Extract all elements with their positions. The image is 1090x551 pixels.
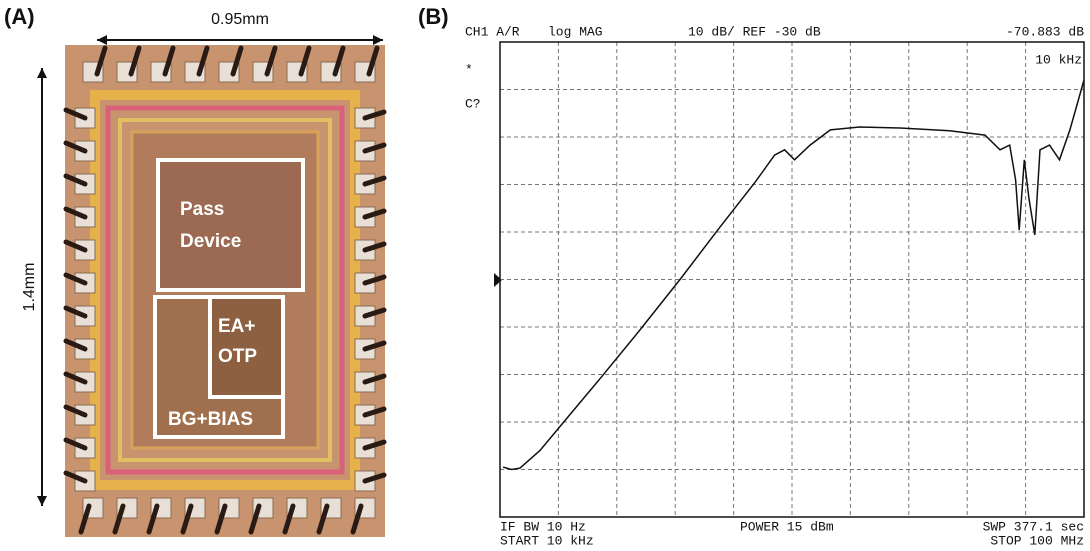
bond-wire (362, 175, 387, 187)
bond-wire (196, 45, 210, 77)
bond-wire (350, 503, 364, 535)
block-label: Pass (180, 199, 224, 220)
bond-wire (332, 45, 346, 77)
bond-wire (362, 274, 387, 286)
header: 10 dB/ REF -30 dB (688, 24, 821, 39)
panel-label: (A) (4, 4, 35, 29)
bond-wire (362, 142, 387, 154)
width-label: 0.95mm (211, 11, 269, 28)
bond-wire (63, 305, 88, 319)
footer: POWER 15 dBm (740, 519, 834, 534)
bond-wire (63, 107, 88, 121)
bond-wire (362, 340, 387, 352)
height-label: 1.4mm (21, 263, 38, 312)
bond-wire (128, 45, 142, 77)
bond-wire (362, 109, 387, 121)
bond-wire (112, 503, 126, 535)
annotation: * (465, 62, 473, 77)
bond-wire (362, 373, 387, 385)
bond-wire (63, 338, 88, 352)
bond-wire (63, 140, 88, 154)
block-label: Device (180, 231, 241, 252)
bond-wire (63, 371, 88, 385)
bond-wire (282, 503, 296, 535)
grid (500, 42, 1084, 517)
ref-marker (494, 273, 502, 287)
trace (502, 79, 1085, 471)
bond-wire (362, 472, 387, 484)
footer: IF BW 10 Hz (500, 519, 586, 534)
header: -70.883 dB (1006, 24, 1084, 39)
bond-wire (362, 241, 387, 253)
footer: START 10 kHz (500, 533, 594, 548)
header: log MAG (548, 24, 603, 39)
ring (118, 118, 332, 462)
ring (105, 105, 345, 475)
bond-wire (298, 45, 312, 77)
annotation: C? (465, 96, 481, 111)
chip-photo: Pass Device EA+ OTP BG+BIAS (63, 45, 387, 537)
bond-wire (63, 437, 88, 451)
panel-label: (B) (418, 4, 449, 29)
bond-wire (63, 239, 88, 253)
bond-wire (248, 503, 262, 535)
block-label: EA+ (218, 316, 256, 337)
bond-wire (63, 272, 88, 286)
bond-wire (146, 503, 160, 535)
block-label: OTP (218, 346, 257, 367)
bond-wire (78, 503, 92, 535)
block-label: BG+BIAS (168, 409, 253, 430)
annotation: 10 kHz (1035, 52, 1082, 67)
bond-wire (362, 208, 387, 220)
bond-wire (230, 45, 244, 77)
bond-wire (316, 503, 330, 535)
bond-wire (63, 173, 88, 187)
bond-wire (362, 439, 387, 451)
bond-wire (264, 45, 278, 77)
footer: STOP 100 MHz (990, 533, 1084, 548)
bond-wire (214, 503, 228, 535)
header: CH1 A/R (465, 24, 520, 39)
bond-wire (63, 470, 88, 484)
footer: SWP 377.1 sec (983, 519, 1084, 534)
block-box (156, 158, 305, 292)
plot-frame (499, 41, 1085, 518)
bond-wire (180, 503, 194, 535)
block-box (208, 295, 285, 399)
bond-wire (63, 404, 88, 418)
bond-wire (362, 307, 387, 319)
bond-wire (162, 45, 176, 77)
bond-wire (366, 45, 380, 77)
bond-wire (362, 406, 387, 418)
bond-wire (63, 206, 88, 220)
bond-wire (94, 45, 108, 77)
